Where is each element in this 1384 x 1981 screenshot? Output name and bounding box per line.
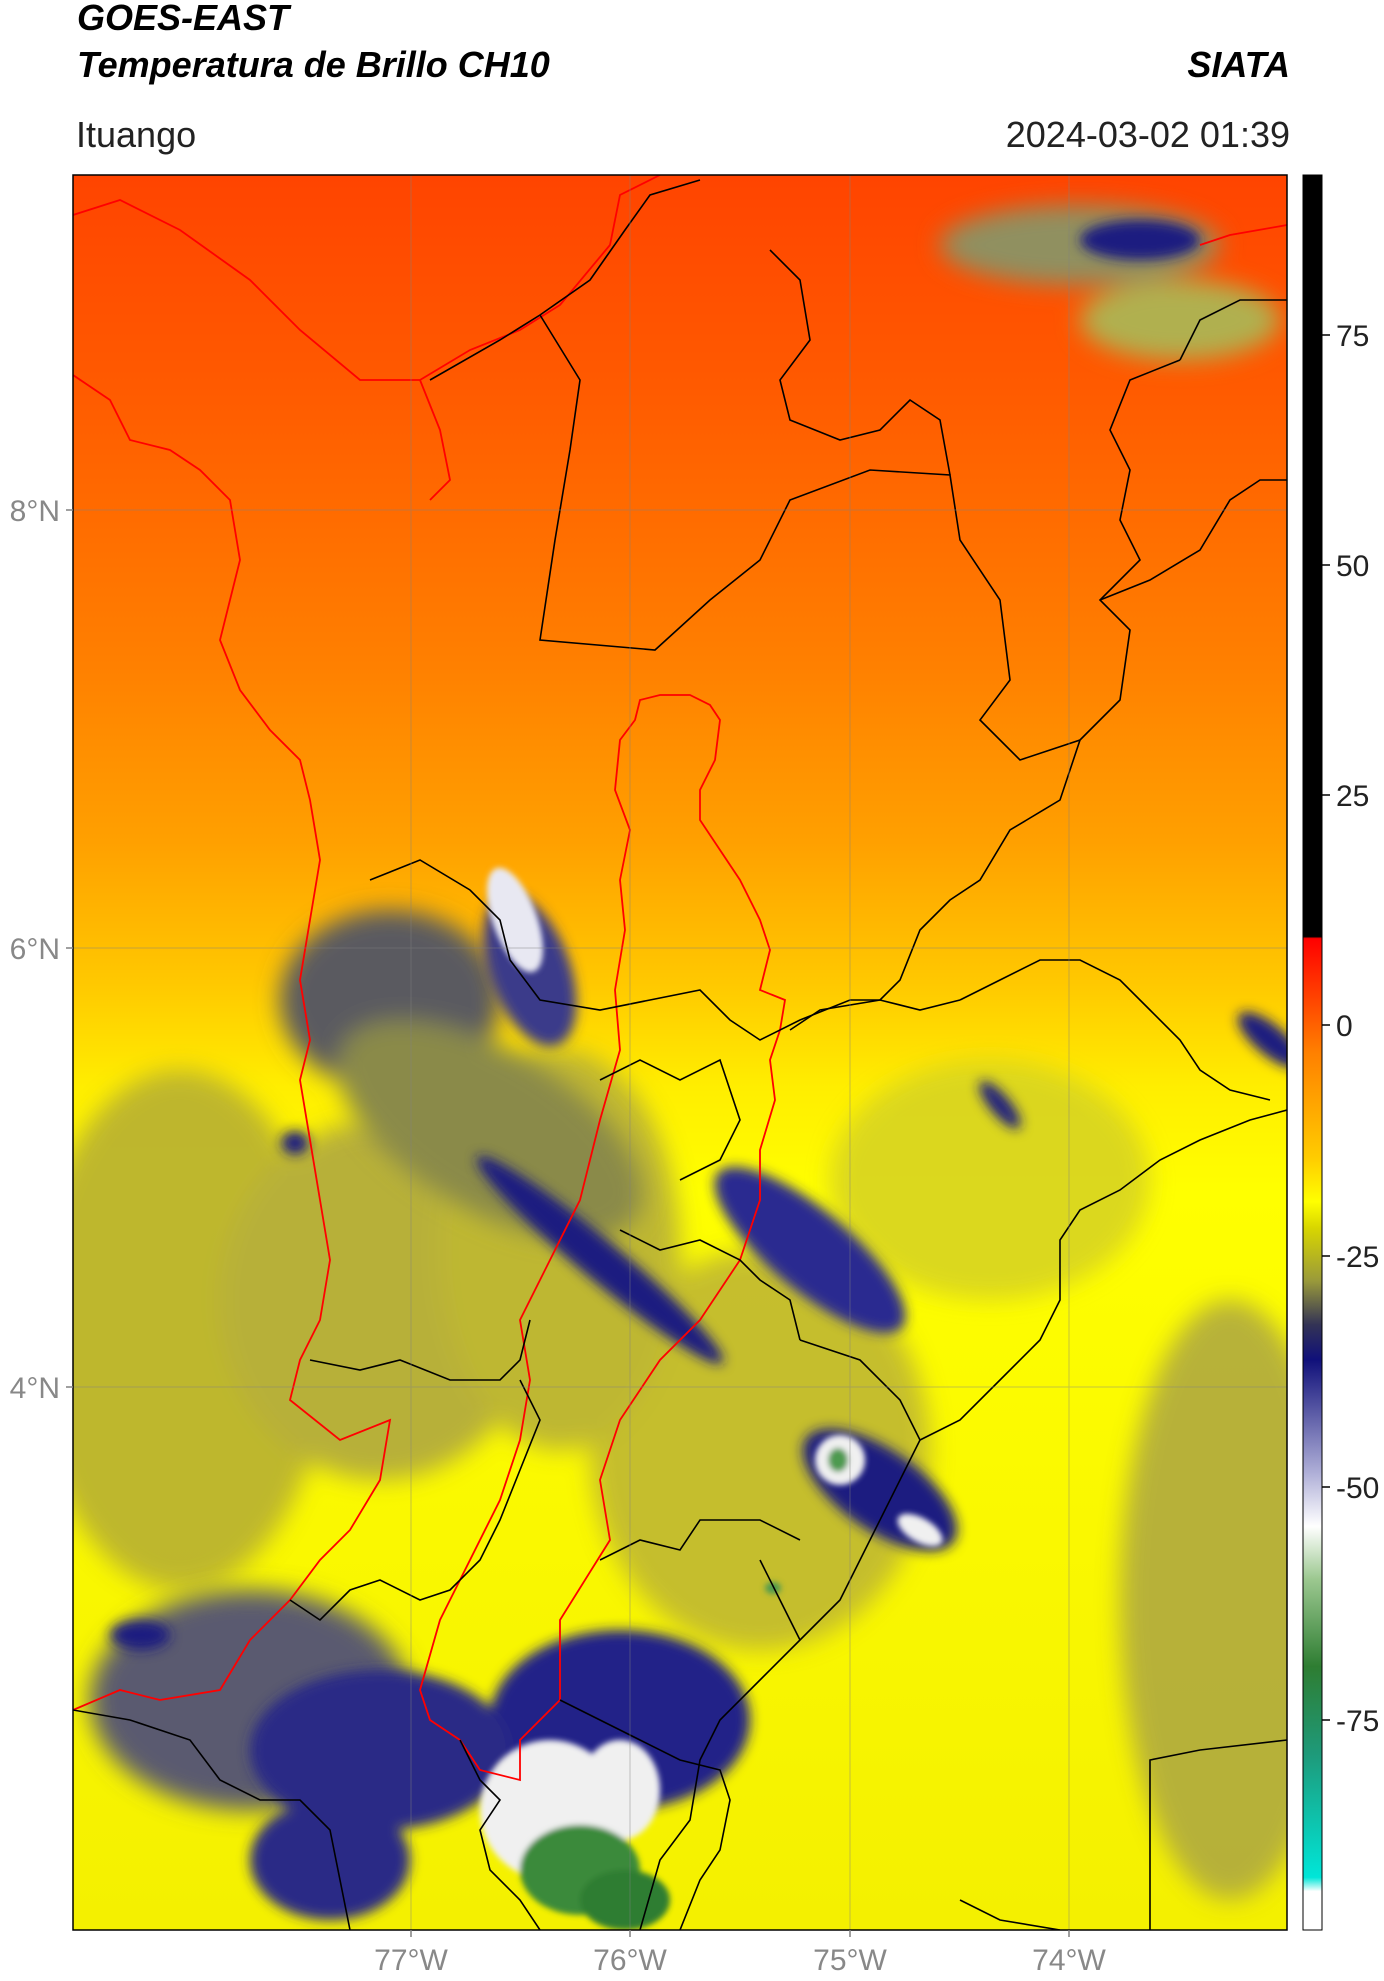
location-label: Ituango (76, 114, 197, 155)
graticule (73, 175, 1287, 1930)
lat-label-6n: 6°N (10, 933, 60, 966)
colorbar-tick-minus-75: -75 (1336, 1705, 1379, 1738)
colorbar-tick-50: 50 (1336, 550, 1369, 583)
lon-label-76w: 76°W (593, 1944, 667, 1977)
black-boundaries (73, 179, 1287, 1930)
map-subtitle: Temperatura de Brillo CH10 (77, 44, 550, 85)
timestamp-label: 2024-03-02 01:39 (1005, 114, 1290, 155)
org-label: SIATA (1187, 44, 1290, 85)
map-title: GOES-EAST (77, 0, 290, 38)
axis-ticks (66, 509, 1070, 1937)
colorbar-tick-minus-25: -25 (1336, 1241, 1379, 1274)
lat-label-8n: 8°N (10, 495, 60, 528)
brightness-temperature-field (73, 175, 1287, 1930)
colorbar-tick-minus-50: -50 (1336, 1472, 1379, 1505)
colorbar-tick-75: 75 (1336, 320, 1369, 353)
colorbar-tick-25: 25 (1336, 780, 1369, 813)
map-frame (72, 174, 1288, 1931)
lon-label-75w: 75°W (813, 1944, 887, 1977)
lat-label-4n: 4°N (10, 1372, 60, 1405)
lon-label-74w: 74°W (1032, 1944, 1106, 1977)
lon-label-77w: 77°W (374, 1944, 448, 1977)
colorbar-tick-0: 0 (1336, 1010, 1353, 1043)
colorbar: 75 50 25 0 -25 -50 -75 (1302, 174, 1379, 1931)
